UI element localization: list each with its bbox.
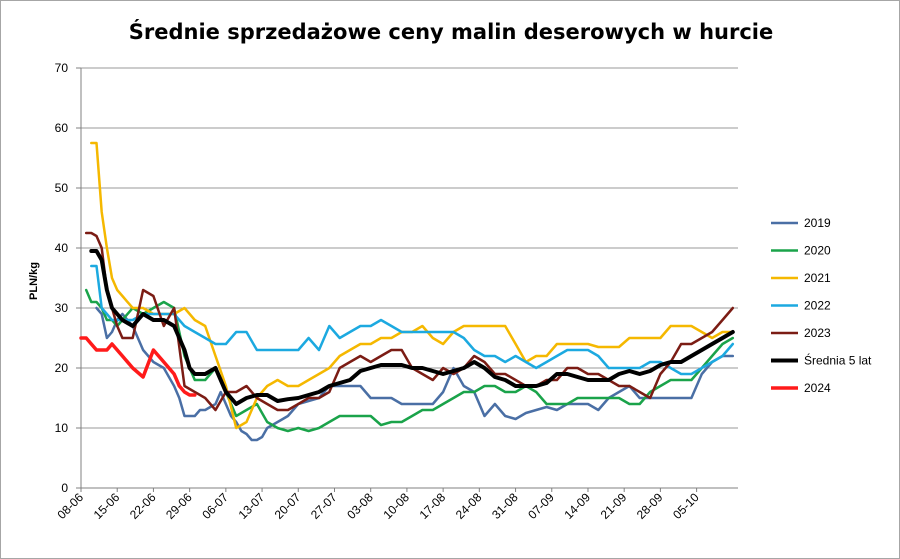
y-axis-label: PLN/kg	[28, 262, 40, 300]
x-tick-label: 21-09	[598, 490, 630, 522]
x-tick-label: 15-06	[91, 490, 123, 522]
x-tick-label: 20-07	[272, 490, 304, 522]
legend-label: 2023	[804, 326, 831, 340]
x-tick-label: 28-09	[634, 490, 666, 522]
legend-label: 2019	[804, 216, 831, 230]
legend-label: 2022	[804, 299, 831, 313]
x-tick-label: 29-06	[163, 490, 195, 522]
grid	[81, 67, 738, 489]
series-line-średnia-5-lat	[89, 249, 735, 406]
x-axis: 08-06 15-06 22-06 29-06 06-07 13-07 20-07 27-07…	[55, 488, 702, 522]
y-tick-label: 60	[55, 121, 69, 135]
x-tick-label: 10-08	[380, 490, 412, 522]
series-line-2020	[84, 288, 735, 433]
y-tick-label: 40	[55, 241, 69, 255]
x-tick-label: 07-09	[525, 490, 557, 522]
y-tick-label: 0	[61, 481, 68, 495]
y-tick-label: 30	[55, 301, 69, 315]
legend-label: 2020	[804, 244, 831, 258]
series-line-2022	[90, 264, 735, 376]
x-tick-label: 03-08	[344, 490, 376, 522]
x-tick-label: 17-08	[417, 490, 449, 522]
y-tick-label: 70	[55, 61, 69, 75]
legend-label: 2021	[804, 271, 831, 285]
x-tick-label: 31-08	[489, 490, 521, 522]
series-lines	[79, 141, 735, 442]
x-tick-label: 14-09	[561, 490, 593, 522]
y-tick-label: 20	[55, 361, 69, 375]
series-line-2019	[95, 306, 735, 442]
y-tick-label: 10	[55, 421, 69, 435]
x-tick-label: 08-06	[55, 490, 87, 522]
chart-title: Średnie sprzedażowe ceny malin deserowyc…	[129, 19, 773, 44]
y-tick-label: 50	[55, 181, 69, 195]
series-line-2024	[79, 336, 197, 397]
x-tick-label: 06-07	[199, 490, 231, 522]
series-line-2021	[90, 141, 735, 430]
x-tick-label: 22-06	[127, 490, 159, 522]
x-tick-label: 05-10	[670, 490, 702, 522]
legend: 2019 2020 2021 2022 2023 Średnia 5 lat 2024	[771, 216, 872, 395]
x-tick-label: 27-07	[308, 490, 340, 522]
x-tick-label: 13-07	[236, 490, 268, 522]
legend-label: Średnia 5 lat	[804, 353, 872, 368]
x-tick-label: 24-08	[453, 490, 485, 522]
y-axis: 0 10 20 30 40 50 60 70	[55, 61, 738, 495]
series-line-2023	[84, 231, 735, 412]
legend-label: 2024	[804, 381, 831, 395]
